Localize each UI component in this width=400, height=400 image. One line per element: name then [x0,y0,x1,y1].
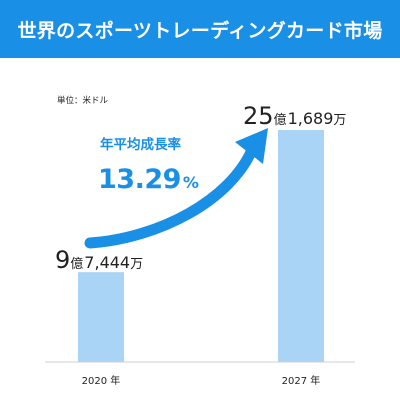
bar-2027 [278,130,324,362]
growth-arrow-shaft [84,144,258,249]
value-man-unit: 万 [333,113,346,128]
growth-rate-percent: % [183,173,199,192]
growth-arrow-head-icon [235,128,268,164]
x-tick-label-2020: 2020 年 [82,374,121,387]
value-oku-number: 9 [55,246,70,274]
bar-value-label-2027: 25億1,689万 [243,102,346,130]
value-oku-number: 25 [243,102,274,130]
bars-layer [78,130,324,362]
bar-2020 [78,272,124,362]
unit-note: 単位：米ドル [57,96,109,106]
growth-rate-value: 13.29% [98,164,199,195]
growth-rate-label: 年平均成長率 [100,136,181,153]
growth-rate-number: 13.29 [98,164,181,195]
value-man-number: 1,689 [288,109,334,128]
value-man-number: 7,444 [84,253,130,272]
bar-value-label-2020: 9億7,444万 [55,246,143,274]
page-title: 世界のスポーツトレーディングカード市場 [17,19,383,42]
header-bar: 世界のスポーツトレーディングカード市場 [0,0,400,58]
value-oku-unit: 億 [274,112,287,128]
value-oku-unit: 億 [70,256,83,272]
x-tick-label-2027: 2027 年 [282,374,321,387]
value-man-unit: 万 [130,257,143,272]
